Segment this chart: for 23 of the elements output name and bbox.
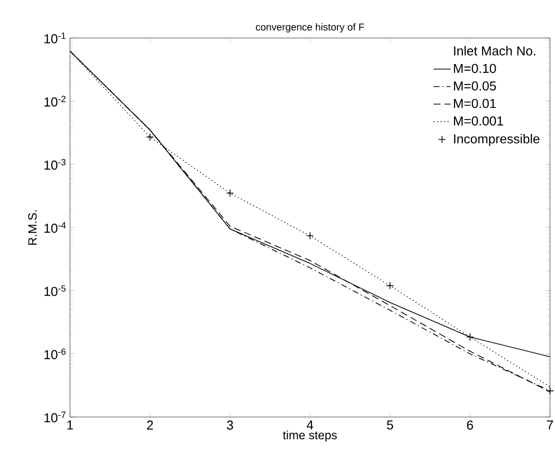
y-tick-label: 10$^{-2}$ bbox=[44, 96, 66, 107]
x-tick-label: 3 bbox=[226, 420, 234, 430]
y-tick-label: 10$^{-3}$ bbox=[44, 158, 66, 170]
legend-label: M=0.01 bbox=[454, 98, 496, 108]
legend-label: M=0.001 bbox=[454, 116, 504, 126]
x-tick-label: 6 bbox=[467, 420, 474, 430]
legend-title: Inlet Mach No. bbox=[454, 46, 536, 56]
y-tick-label: 10$^{-4}$ bbox=[44, 222, 66, 233]
y-axis-title: R.M.S. bbox=[28, 210, 37, 245]
x-tick-label: 2 bbox=[147, 420, 153, 430]
y-tick-label: 10$^{-7}$ bbox=[44, 412, 66, 422]
x-tick-label: 7 bbox=[547, 420, 553, 430]
y-tick-label: 10$^{-5}$ bbox=[44, 285, 66, 296]
legend-label: Incompressible bbox=[454, 134, 540, 146]
y-tick-label: 10$^{-6}$ bbox=[44, 348, 66, 360]
y-tick-label: 10$^{-1}$ bbox=[44, 32, 66, 44]
legend-label: M=0.10 bbox=[454, 64, 496, 74]
chart-title: convergence history of F bbox=[256, 23, 364, 32]
x-axis-title: time steps bbox=[282, 430, 337, 442]
x-tick-label: 4 bbox=[306, 420, 314, 430]
x-tick-label: 5 bbox=[386, 420, 394, 430]
legend-label: M=0.05 bbox=[454, 81, 496, 91]
x-tick-label: 1 bbox=[67, 420, 73, 430]
